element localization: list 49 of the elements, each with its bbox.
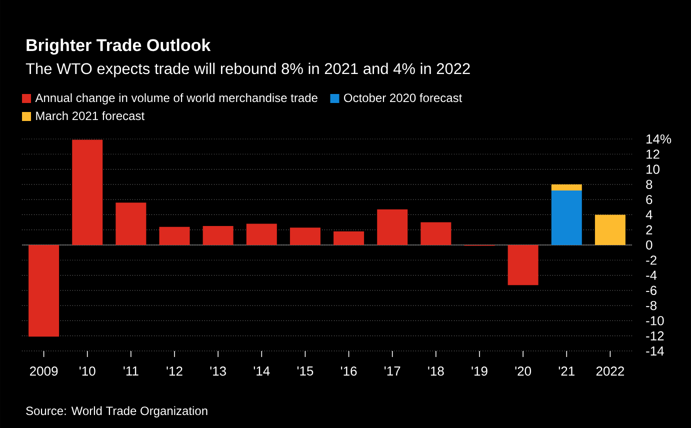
y-tick-label: -8	[646, 300, 657, 310]
legend-label: March 2021 forecast	[36, 111, 144, 120]
bar	[72, 140, 103, 245]
bar	[551, 184, 582, 190]
bar	[551, 190, 582, 245]
bar	[116, 202, 146, 245]
x-tick-label: '14	[254, 366, 270, 376]
bar	[508, 244, 538, 286]
x-tick-label: '20	[515, 366, 532, 376]
x-tick-label: '12	[166, 366, 182, 376]
y-tick-label: 0	[646, 240, 652, 250]
chart-subtitle: The WTO expects trade will rebound 8% in 2021 and 4% in 2022	[26, 62, 470, 78]
x-tick-label: '18	[428, 366, 444, 376]
x-tick-label: '19	[472, 366, 488, 376]
y-tick-label: 4	[646, 210, 652, 220]
chart-title: Brighter Trade Outlook	[26, 38, 211, 55]
y-tick-label: -14	[646, 346, 664, 356]
legend-label: Annual change in volume of world merchandise trade	[35, 93, 318, 104]
y-tick-label: -4	[646, 270, 657, 280]
x-tick-label: 2022	[596, 366, 624, 376]
legend-label: October 2020 forecast	[344, 93, 462, 102]
y-tick-label: 12	[646, 150, 660, 159]
x-tick-label: '15	[297, 366, 314, 376]
x-tick-label: '11	[124, 366, 138, 376]
y-tick-label: 14%	[646, 134, 672, 144]
y-tick-label: 10	[646, 164, 660, 174]
bar	[290, 228, 320, 245]
bar	[202, 226, 234, 245]
bar	[334, 231, 364, 245]
bar	[246, 224, 277, 245]
x-tick-label: '16	[340, 366, 357, 376]
y-tick-label: 8	[646, 180, 652, 190]
bar	[159, 226, 190, 245]
x-tick-label: '21	[558, 366, 574, 376]
source-note: Source: World Trade Organization	[26, 406, 208, 418]
x-tick-label: 2009	[30, 366, 58, 376]
bar	[594, 214, 626, 245]
y-tick-label: 6	[646, 194, 652, 204]
x-tick-label: '13	[210, 366, 226, 376]
y-tick-label: -6	[646, 286, 657, 296]
bar	[377, 209, 408, 245]
x-tick-label: '17	[384, 366, 400, 376]
y-tick-label: -2	[646, 256, 656, 265]
y-tick-label: 2	[646, 225, 652, 234]
bar	[28, 244, 60, 337]
bar	[420, 222, 452, 245]
y-tick-label: -10	[646, 316, 664, 326]
y-tick-label: -12	[646, 331, 664, 340]
x-tick-label: '10	[80, 366, 96, 376]
